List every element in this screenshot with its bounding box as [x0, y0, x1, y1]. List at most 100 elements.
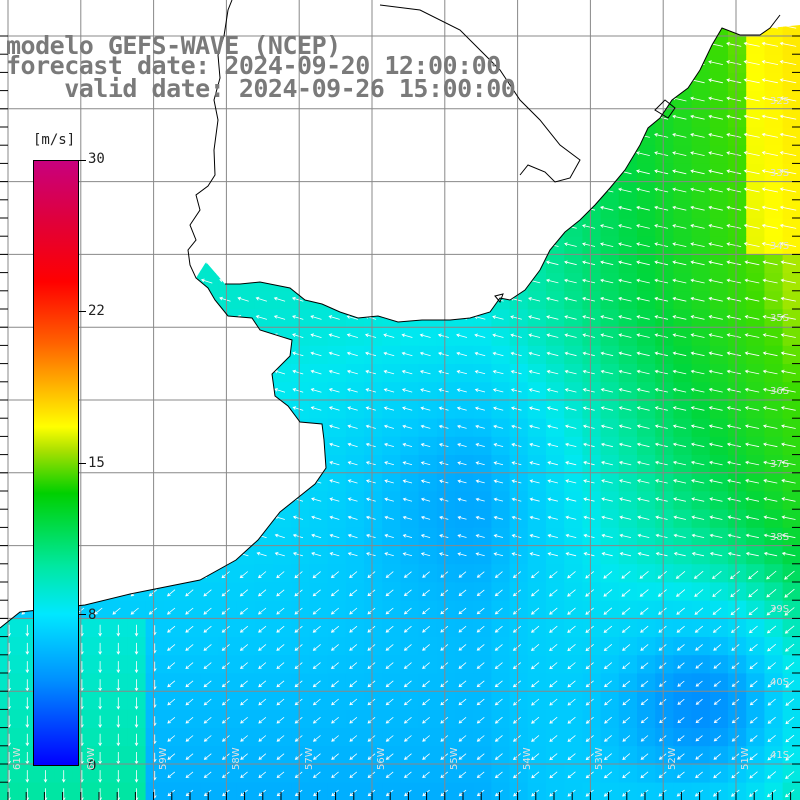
- wind-arrow: [258, 625, 267, 633]
- wind-arrow: [781, 551, 796, 557]
- wind-arrow: [655, 533, 668, 538]
- wind-arrow: [749, 662, 758, 670]
- wind-arrow: [349, 662, 358, 669]
- wind-arrow: [622, 644, 631, 651]
- wind-arrow: [726, 78, 742, 84]
- wind-arrow: [743, 187, 760, 193]
- wind-arrow: [310, 406, 322, 411]
- wind-arrow: [422, 735, 430, 742]
- wind-arrow: [549, 589, 558, 597]
- wind-arrow: [567, 680, 576, 688]
- wind-arrow: [583, 515, 595, 520]
- wind-arrow: [494, 607, 503, 615]
- wind-arrow: [476, 662, 485, 669]
- wind-cell: [364, 618, 383, 638]
- wind-arrow: [745, 460, 760, 466]
- wind-arrow: [639, 589, 649, 597]
- wind-arrow: [240, 716, 248, 724]
- wind-arrow: [116, 733, 121, 747]
- wind-cell: [345, 673, 365, 693]
- wind-arrow: [547, 424, 559, 429]
- wind-cell: [382, 582, 401, 602]
- wind-arrow: [785, 771, 795, 780]
- wind-cell: [291, 618, 310, 638]
- wind-arrow: [347, 533, 358, 539]
- wind-arrow: [713, 698, 721, 705]
- wind-arrow: [726, 96, 742, 102]
- wind-arrow: [331, 680, 339, 688]
- wind-arrow: [422, 771, 430, 778]
- wind-cell: [491, 600, 511, 620]
- wind-cell: [746, 637, 765, 656]
- wind-cell: [600, 564, 620, 583]
- wind-cell: [254, 618, 274, 638]
- wind-arrow: [494, 589, 503, 597]
- wind-arrow: [329, 552, 340, 557]
- wind-cell: [291, 600, 310, 620]
- wind-cell: [455, 618, 474, 638]
- wind-arrow: [457, 515, 467, 520]
- wind-arrow: [203, 753, 212, 760]
- wind-arrow: [329, 533, 340, 539]
- wind-arrow: [727, 551, 741, 557]
- wind-arrow: [312, 662, 321, 669]
- wind-arrow: [475, 424, 485, 429]
- wind-arrow: [582, 315, 595, 320]
- wind-cell: [782, 782, 800, 800]
- wind-arrow: [690, 460, 705, 466]
- wind-arrow: [654, 133, 669, 138]
- wind-arrow: [134, 679, 139, 692]
- wind-arrow: [458, 571, 467, 578]
- wind-arrow: [365, 424, 376, 429]
- wind-arrow: [258, 662, 267, 669]
- wind-cell: [546, 764, 565, 784]
- wind-cell: [582, 728, 602, 747]
- wind-arrow: [510, 333, 522, 338]
- wind-arrow: [691, 533, 705, 538]
- wind-arrow: [203, 589, 212, 597]
- wind-arrow: [727, 460, 741, 466]
- wind-cell: [273, 637, 292, 656]
- wind-arrow: [761, 223, 778, 229]
- wind-cell: [491, 582, 511, 602]
- wind-arrow: [781, 424, 796, 429]
- wind-arrow: [291, 296, 304, 302]
- wind-arrow: [185, 644, 194, 651]
- wind-arrow: [618, 296, 632, 302]
- wind-arrow: [780, 278, 796, 284]
- wind-cell: [182, 582, 201, 602]
- wind-cell: [218, 673, 238, 693]
- wind-cell: [236, 764, 256, 784]
- wind-arrow: [691, 479, 705, 484]
- wind-arrow: [531, 716, 540, 724]
- wind-arrow: [240, 753, 248, 760]
- wind-arrow: [98, 770, 102, 783]
- wind-arrow: [116, 679, 121, 692]
- wind-cell: [236, 655, 256, 674]
- wind-arrow: [403, 607, 412, 615]
- wind-arrow: [708, 351, 723, 357]
- wind-arrow: [458, 771, 467, 778]
- wind-cell: [436, 637, 456, 656]
- wind-arrow: [636, 406, 650, 411]
- wind-arrow: [167, 644, 176, 651]
- wind-arrow: [274, 533, 285, 539]
- wind-arrow: [276, 589, 285, 597]
- wind-arrow: [383, 351, 395, 357]
- wind-arrow: [311, 497, 322, 502]
- wind-cell: [728, 600, 747, 620]
- wind-arrow: [258, 607, 267, 615]
- wind-cell: [509, 673, 529, 693]
- wind-arrow: [476, 698, 485, 706]
- wind-arrow: [365, 479, 376, 484]
- wind-arrow: [185, 680, 194, 688]
- wind-arrow: [494, 625, 503, 633]
- wind-cell: [436, 673, 456, 693]
- wind-arrow: [761, 151, 778, 156]
- wind-cell: [564, 637, 583, 656]
- wind-arrow: [531, 589, 540, 597]
- wind-arrow: [618, 369, 632, 375]
- wind-arrow: [422, 625, 430, 633]
- wind-arrow: [258, 753, 267, 760]
- wind-arrow: [603, 589, 613, 597]
